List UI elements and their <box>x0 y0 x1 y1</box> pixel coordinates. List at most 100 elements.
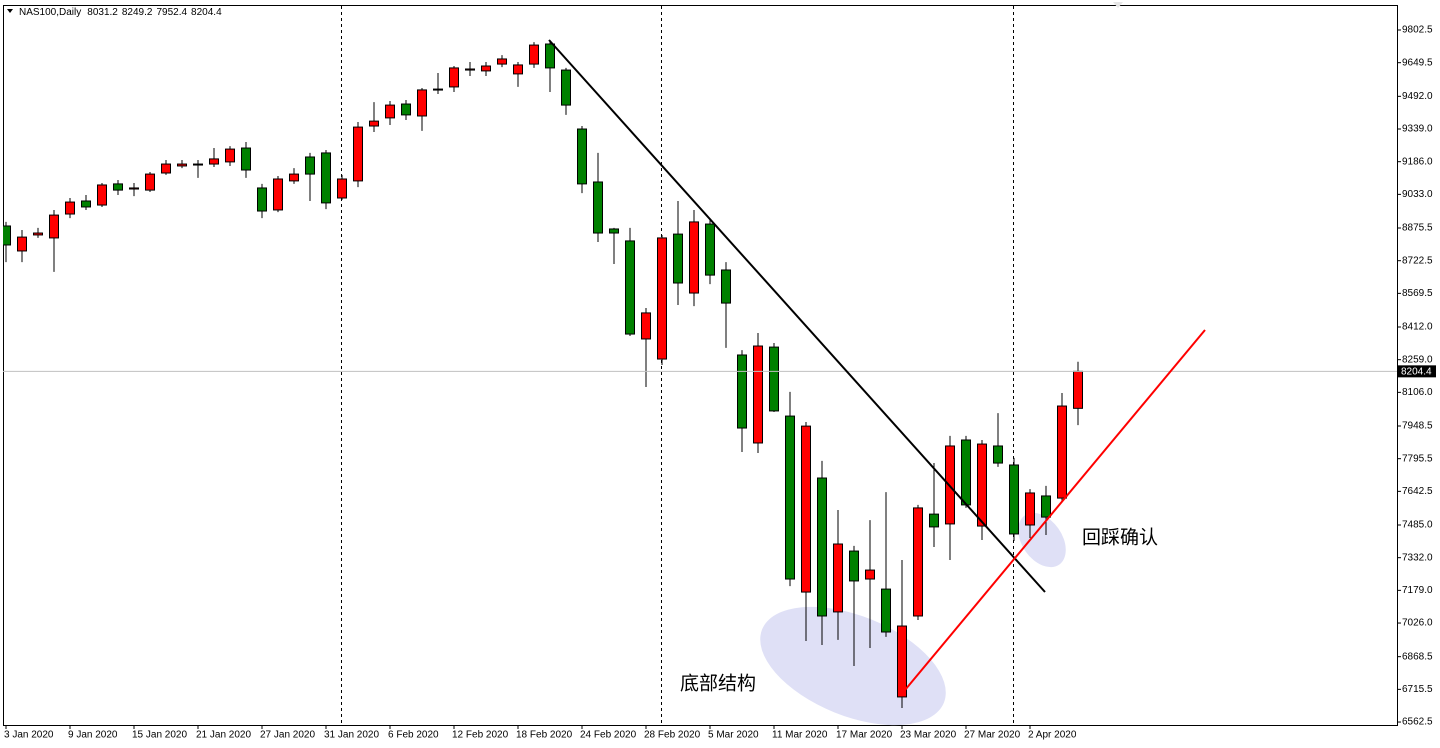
x-tick-label: 23 Mar 2020 <box>900 730 957 741</box>
candle-body <box>865 569 875 580</box>
candle-body <box>529 44 539 65</box>
x-tick-label: 5 Mar 2020 <box>708 730 759 741</box>
y-tick-label: 9033.0 <box>1402 189 1433 200</box>
x-tick-label: 24 Feb 2020 <box>580 730 637 741</box>
scroll-marker <box>1113 2 1123 8</box>
candle-body <box>321 152 331 204</box>
candle-body <box>145 173 155 191</box>
candle-body <box>433 88 443 91</box>
x-tick-label: 6 Feb 2020 <box>388 730 439 741</box>
candle-body <box>545 43 555 69</box>
y-tick-label: 7179.0 <box>1402 585 1433 596</box>
y-tick-label: 7485.0 <box>1402 520 1433 531</box>
candle-body <box>49 214 59 239</box>
candle-body <box>129 187 139 190</box>
y-tick-label: 9649.5 <box>1402 57 1433 68</box>
y-tick-label: 7026.0 <box>1402 618 1433 629</box>
y-tick-label: 9492.0 <box>1402 91 1433 102</box>
candle-body <box>225 148 235 163</box>
candle-body <box>609 228 619 234</box>
x-tick-label: 15 Jan 2020 <box>132 730 187 741</box>
y-tick-label: 8259.0 <box>1402 354 1433 365</box>
y-tick-label: 8106.0 <box>1402 387 1433 398</box>
header: NAS100,Daily 8031.2 8249.2 7952.4 8204.4 <box>19 7 222 18</box>
x-tick-label: 27 Jan 2020 <box>260 730 315 741</box>
menu-triangle <box>7 9 13 13</box>
y-tick-label: 7795.5 <box>1402 453 1433 464</box>
candle-body <box>977 443 987 527</box>
candle-body <box>1073 370 1083 409</box>
candle-body <box>3 225 11 246</box>
y-tick-label: 8569.5 <box>1402 288 1433 299</box>
x-tick-label: 18 Feb 2020 <box>516 730 573 741</box>
candle-body <box>1041 495 1051 518</box>
candle-body <box>401 103 411 116</box>
candle-body <box>801 425 811 593</box>
candle-body <box>449 67 459 88</box>
y-tick-label: 9186.0 <box>1402 156 1433 167</box>
axes: 9802.5 9649.5 9492.0 9339.0 9186.0 9033.0 8875… <box>4 25 1436 741</box>
y-tick-label: 8875.5 <box>1402 223 1433 234</box>
candle-body <box>385 104 395 119</box>
candle-body <box>1009 464 1019 535</box>
candle-body <box>769 346 779 412</box>
x-tick-label: 27 Mar 2020 <box>964 730 1021 741</box>
candle-body <box>81 200 91 208</box>
x-tick-label: 17 Mar 2020 <box>836 730 893 741</box>
candle-body <box>417 89 427 117</box>
y-tick-label: 7642.5 <box>1402 486 1433 497</box>
y-tick-label: 9802.5 <box>1402 25 1433 36</box>
candle-body <box>1025 492 1035 526</box>
x-tick-label: 2 Apr 2020 <box>1028 730 1077 741</box>
candle-body <box>337 178 347 199</box>
header-open: 8031.2 <box>87 7 118 18</box>
candle-body <box>97 184 107 206</box>
candle-body <box>465 68 475 71</box>
candle-body <box>657 237 667 360</box>
candle-body <box>177 163 187 167</box>
candle-body <box>481 65 491 72</box>
candle-body <box>193 163 203 166</box>
y-tick-label: 6868.5 <box>1402 651 1433 662</box>
plot-frame <box>3 5 1398 726</box>
y-tick-label: 6715.5 <box>1402 684 1433 695</box>
candle-body <box>65 201 75 215</box>
trendlines <box>548 39 1206 691</box>
candle-body <box>305 156 315 175</box>
x-tick-label: 11 Mar 2020 <box>772 730 828 741</box>
trendline <box>548 39 1046 593</box>
price-label-box <box>1398 365 1436 378</box>
candle-body <box>33 232 43 236</box>
x-tick-label: 21 Jan 2020 <box>196 730 251 741</box>
candle-body <box>625 240 635 335</box>
candle-body <box>561 69 571 106</box>
candle-body <box>721 269 731 304</box>
candle-body <box>929 513 939 528</box>
header-high: 8249.2 <box>122 7 153 18</box>
candle-body <box>849 550 859 582</box>
candle-body <box>497 58 507 65</box>
candle-body <box>577 128 587 185</box>
candle-body <box>737 354 747 429</box>
price-label: 8204.4 <box>1401 366 1432 377</box>
candle-body <box>209 158 219 165</box>
candle-body <box>257 187 267 212</box>
candle-body <box>689 221 699 294</box>
x-tick-label: 31 Jan 2020 <box>324 730 379 741</box>
candle-body <box>353 126 363 182</box>
y-tick-label: 6562.5 <box>1402 717 1433 728</box>
annotation: 底部结构 <box>680 673 756 695</box>
y-tick-label: 8722.5 <box>1402 255 1433 266</box>
x-tick-label: 3 Jan 2020 <box>4 730 54 741</box>
candle-body <box>961 439 971 506</box>
candle-body <box>705 223 715 276</box>
y-tick-label: 9339.0 <box>1402 124 1433 135</box>
candle-body <box>673 233 683 284</box>
candle-body <box>785 415 795 580</box>
candle-body <box>369 120 379 127</box>
candle-body <box>913 507 923 617</box>
x-tick-label: 9 Jan 2020 <box>68 730 118 741</box>
x-tick-label: 28 Feb 2020 <box>644 730 701 741</box>
x-tick-label: 12 Feb 2020 <box>452 730 509 741</box>
